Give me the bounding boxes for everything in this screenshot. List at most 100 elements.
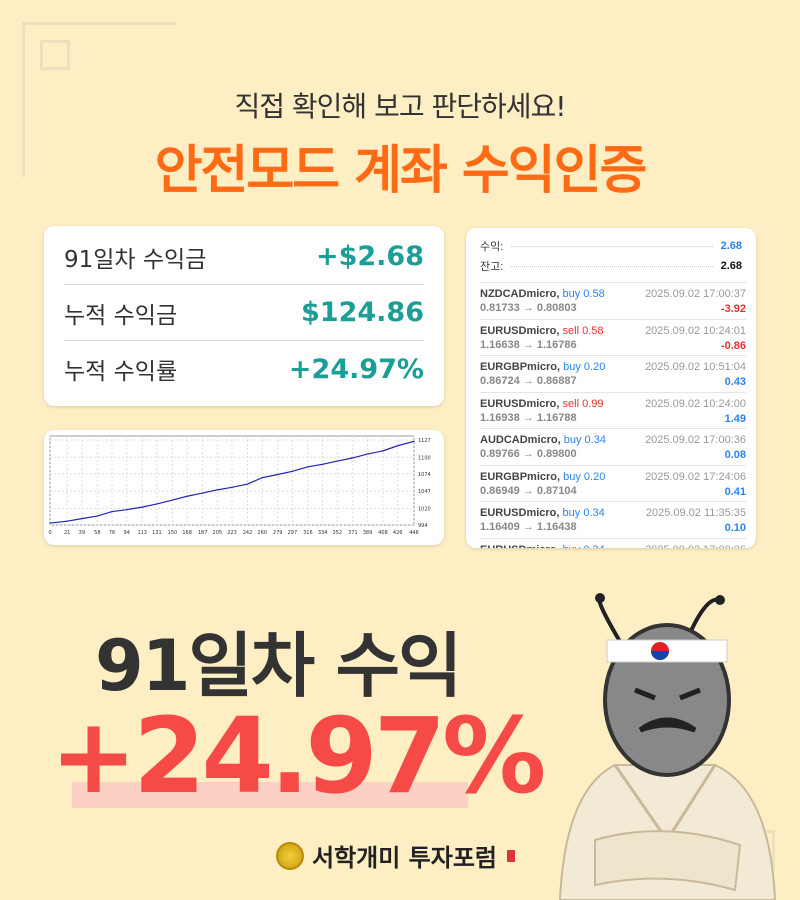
trade-history[interactable]: 수익: 2.68 잔고: 2.68 NZDCADmicro, buy 0.58 0.8… [466,228,756,548]
trade-row[interactable]: AUDCADmicro, buy 0.34 0.89766 → 0.89800 20… [480,428,746,465]
trade-side: buy 0.20 [563,470,606,483]
trade-symbol: EURGBPmicro, [480,361,561,373]
hero-return: +24.97% [50,695,546,817]
data-point [397,445,399,447]
trade-side: buy 0.20 [563,361,606,373]
y-tick-label: 1100 [418,455,431,461]
trade-time: 2025.09.02 17:00:36 [645,434,746,446]
data-point [66,520,68,522]
data-point [382,450,384,452]
x-tick-label: 389 [363,530,373,536]
brand-name: 서학개미 투자포럼 [312,844,497,872]
data-point [171,499,174,501]
trade-symbol: NZDCADmicro, [480,288,560,300]
mascot-illustration [558,593,777,900]
trade-prices: 0.86949 → 0.87104 [480,484,577,497]
data-point [307,466,309,468]
balance-chart-card: 0 21 39 58 76 94 113 131 150 168 187 205 223 242 260 27… [44,430,444,545]
x-tick-label: 242 [243,530,253,536]
page-title: 안전모드 계좌 수익인증 [154,141,648,201]
trade-row[interactable]: EURUSDmicro, sell 0.99 1.16938 → 1.16788 2… [480,391,746,429]
profit-label: 수익: [480,241,504,253]
x-tick-label: 334 [318,530,328,536]
trade-side: buy 0.34 [563,544,605,549]
data-point [231,486,233,488]
y-tick-label: 1074 [418,472,431,478]
summary-row: 누적 수익률 +24.97% [64,341,424,397]
balance-value: 2.68 [720,260,742,272]
y-tick-label: 1020 [418,506,431,512]
summary-card: 91일차 수익금 +$2.68 누적 수익금 $124.86 누적 수익률 +24.9… [44,226,444,406]
x-tick-label: 223 [227,530,237,536]
seal-icon [507,849,515,862]
hero-day-label: 91일차 수익 [95,625,462,707]
x-tick-label: 371 [348,530,358,536]
trade-row[interactable]: EURGBPmicro, buy 0.20 0.86724 → 0.86887 20… [480,355,746,392]
data-point [277,473,279,476]
trade-prices: 0.89766 → 0.89800 [480,448,577,460]
data-point [186,495,188,497]
trade-prices: 1.16409 → 1.16438 [480,521,577,533]
trade-symbol: EURUSDmicro, [480,507,560,519]
x-tick-label: 21 [64,530,70,536]
trade-side: buy 0.58 [562,288,605,300]
x-tick-label: 0 [48,530,51,536]
trade-row[interactable]: EURUSDmicro, sell 0.58 1.16638 → 1.16786 2… [480,318,746,356]
x-tick-label: 316 [303,530,313,536]
trade-pl: 0.08 [724,449,746,461]
trade-pl: 1.49 [724,412,746,425]
data-point [126,509,128,511]
trade-row[interactable]: NZDCADmicro, buy 0.58 0.81733 → 0.80803 20… [480,282,746,319]
x-tick-label: 39 [79,530,85,536]
trade-prices: 0.86724 → 0.86887 [480,375,577,387]
y-tick-label: 994 [418,523,428,529]
trade-time: 2025.09.02 17:24:06 [645,470,746,483]
highlight-bar [72,782,468,808]
x-tick-label: 150 [168,530,178,536]
trade-pl: -3.92 [720,303,746,315]
data-point [216,489,218,491]
summary-row: 누적 수익금 $124.86 [64,285,424,341]
footer-brand: 서학개미 투자포럼 [276,838,515,873]
trade-pl: 0.10 [724,522,746,534]
data-point [261,477,263,479]
x-tick-label: 94 [124,530,130,536]
x-tick-label: 352 [333,530,343,536]
decor-frame [40,40,70,70]
trade-pl: 0.41 [724,485,746,498]
trade-time: 2025.09.02 10:51:04 [645,361,746,373]
x-tick-label: 113 [137,530,147,536]
data-point [111,510,113,513]
balance-row: 잔고: 2.68 [480,256,742,276]
x-tick-label: 187 [198,530,208,536]
data-point [413,440,415,442]
data-point [202,492,204,494]
profit-row: 수익: 2.68 [480,236,742,256]
trade-time: 2025.09.02 11:35:35 [645,507,746,519]
balance-chart: 0 21 39 58 76 94 113 131 150 168 187 205 223 242 260 27… [48,435,431,536]
x-tick-label: 76 [109,530,115,536]
coin-logo-icon [276,841,304,870]
trade-row[interactable]: EURUSDmicro, buy 0.34 1.16409 → 1.16438 20… [480,501,746,538]
x-tick-label: 168 [182,530,192,536]
decor-frame [22,22,177,177]
data-point [366,453,369,455]
data-point [81,518,83,520]
summary-row: 91일차 수익금 +$2.68 [64,229,424,285]
trade-pl: 0.43 [724,376,746,388]
x-tick-label: 205 [213,530,223,536]
data-point [49,522,51,524]
trade-row[interactable]: EURGBPmicro, buy 0.20 0.86949 → 0.87104 20… [480,464,746,502]
summary-label: 91일차 수익금 [64,246,207,273]
profit-value: 2.68 [720,240,742,252]
x-tick-label: 408 [378,530,388,536]
x-tick-label: 58 [94,530,100,536]
trade-prices: 1.16638 → 1.16786 [480,338,577,351]
summary-label: 누적 수익금 [64,302,178,329]
x-tick-label: 279 [273,530,283,536]
x-tick-label: 131 [152,530,162,536]
trade-row[interactable]: EURUSDmicro, buy 0.34 2025.09.02 17:00:36 [480,537,746,549]
trade-symbol: AUDCADmicro, [480,434,561,446]
data-point [96,515,98,517]
trade-time: 2025.09.02 10:24:00 [645,397,746,410]
